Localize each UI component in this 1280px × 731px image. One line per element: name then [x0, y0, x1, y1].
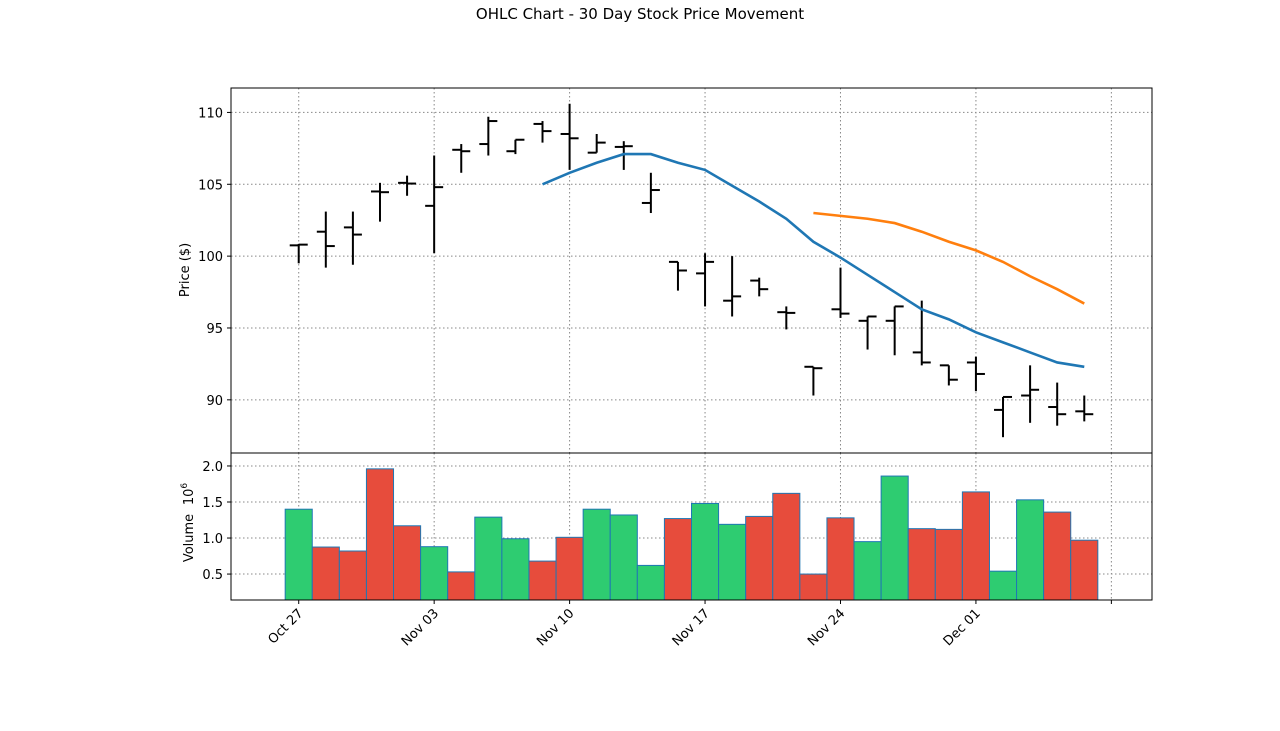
volume-bar [528, 560, 557, 601]
volume-bar [501, 538, 530, 601]
price-axes-frame [230, 87, 1153, 454]
volume-bar [1070, 539, 1099, 601]
ohlc-bar [696, 253, 715, 307]
ohlc-bar [533, 121, 552, 143]
ohlc-bar [885, 305, 904, 356]
ohlc-bars [289, 103, 1094, 438]
volume-bar [961, 491, 990, 601]
price-y-tick-label: 95 [206, 322, 223, 337]
volume-y-label: Volume 106 [180, 483, 197, 563]
volume-y-label-text: Volume [182, 514, 197, 562]
volume-bar [880, 475, 909, 601]
volume-y-axis: 0.5 1.0 1.5 2.0 [202, 460, 231, 583]
volume-bar [772, 492, 801, 601]
volume-bar [474, 516, 503, 601]
ohlc-bar [668, 260, 687, 291]
volume-bar [1016, 499, 1045, 601]
volume-bar [853, 541, 882, 601]
price-y-tick-label: 100 [198, 250, 223, 265]
moving-average-lines [542, 152, 1085, 369]
ohlc-bar [994, 395, 1013, 438]
ohlc-bar [425, 155, 444, 254]
volume-bar [745, 515, 774, 601]
ohlc-bar [858, 315, 877, 350]
volume-bar [582, 508, 611, 601]
ohlc-bar [641, 172, 660, 214]
volume-bar [365, 468, 395, 601]
x-tick-label: Nov 24 [805, 606, 848, 649]
ohlc-bar [289, 243, 308, 264]
ohlc-bar [452, 144, 471, 173]
volume-y-tick-label: 1.5 [202, 496, 223, 511]
x-tick-label: Dec 01 [941, 606, 984, 649]
volume-axes-frame [230, 452, 1153, 601]
volume-bar [420, 546, 449, 601]
ma-long-line [813, 211, 1085, 305]
volume-bar [691, 502, 720, 601]
volume-bar [311, 546, 340, 601]
ohlc-bar [966, 356, 985, 392]
volume-bar [338, 550, 367, 601]
volume-bar [1043, 511, 1072, 601]
ohlc-bar [723, 256, 742, 317]
volume-bar [393, 525, 422, 601]
ohlc-bar [587, 133, 606, 154]
ohlc-bar [939, 364, 958, 386]
volume-bar [988, 570, 1018, 601]
ohlc-bar [1021, 365, 1040, 423]
price-gridlines [231, 88, 1152, 453]
ohlc-bar [479, 116, 498, 156]
x-tick-label: Nov 10 [534, 606, 577, 649]
x-tick-label: Nov 03 [399, 606, 442, 649]
x-tick-label: Oct 27 [265, 606, 306, 647]
ohlc-bar [614, 141, 633, 170]
volume-bar [636, 564, 665, 601]
ohlc-bar [1048, 382, 1067, 426]
ohlc-bar [777, 306, 796, 330]
volume-bars [284, 468, 1099, 601]
volume-bar [934, 528, 963, 601]
volume-bar [447, 571, 476, 601]
chart-title: OHLC Chart - 30 Day Stock Price Movement [476, 5, 804, 23]
x-tick-label: Nov 17 [670, 606, 713, 649]
volume-y-tick-label: 1.0 [202, 532, 223, 547]
ohlc-bar [506, 138, 525, 155]
ohlc-bar [750, 277, 769, 297]
ohlc-bar [398, 175, 417, 196]
x-axis: Oct 27 Nov 03 Nov 10 Nov 17 Nov 24 Dec 01 [265, 600, 1112, 649]
volume-bar [799, 573, 828, 601]
ohlc-bar [370, 182, 389, 222]
volume-bar [907, 528, 936, 601]
volume-bar [826, 517, 855, 601]
price-y-tick-label: 110 [198, 106, 223, 121]
volume-bar [555, 536, 584, 601]
volume-bar [609, 514, 638, 601]
volume-bar [663, 518, 692, 601]
ohlc-bar [343, 211, 362, 265]
ohlc-bar [831, 267, 850, 318]
price-y-label: Price ($) [178, 243, 193, 297]
ohlc-bar [912, 300, 931, 366]
volume-bar [718, 523, 747, 601]
ohlc-bar [804, 365, 823, 396]
volume-bar [284, 508, 313, 601]
volume-y-tick-label: 2.0 [202, 460, 223, 475]
price-y-tick-label: 90 [206, 394, 223, 409]
price-y-axis: 90 95 100 105 110 [198, 106, 231, 409]
volume-offset-text: 106 [180, 483, 197, 506]
ohlc-bar [560, 103, 579, 170]
ohlc-bar [316, 211, 335, 268]
ma-short-line [542, 152, 1085, 369]
ohlc-bar [1075, 395, 1094, 422]
price-y-tick-label: 105 [198, 178, 223, 193]
volume-y-tick-label: 0.5 [202, 568, 223, 583]
